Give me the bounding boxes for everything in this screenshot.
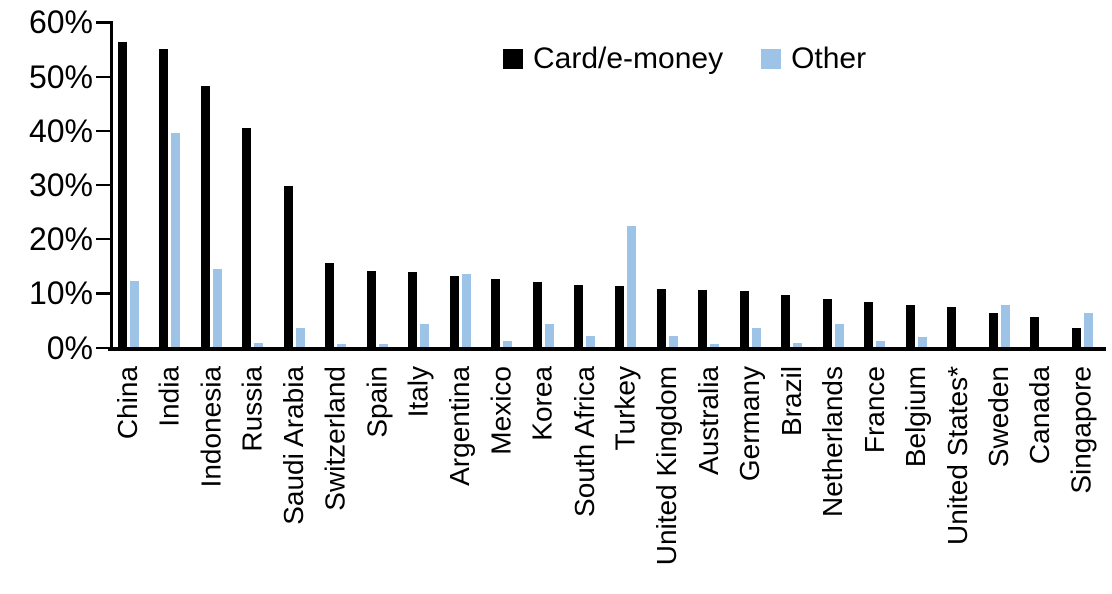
x-axis-label: Belgium xyxy=(900,366,932,468)
x-axis-label: Indonesia xyxy=(195,366,227,488)
legend-label-other: Other xyxy=(791,42,867,75)
x-axis-label: Australia xyxy=(692,366,724,475)
legend: Card/e-money Other xyxy=(503,42,866,76)
x-axis-label: United States* xyxy=(941,366,973,545)
bar-other-19 xyxy=(917,336,927,348)
bar-other-0 xyxy=(129,280,139,348)
x-axis-label: Brazil xyxy=(775,366,807,437)
legend-item-other: Other xyxy=(761,42,866,76)
bar-other-23 xyxy=(1083,312,1093,348)
bar-other-1 xyxy=(171,132,181,348)
y-axis-tick xyxy=(96,292,112,295)
bar-other-4 xyxy=(295,327,305,348)
x-axis-label: Argentina xyxy=(444,366,476,486)
bar-card-e-money-20 xyxy=(947,306,957,348)
bar-card-e-money-5 xyxy=(325,262,335,348)
y-axis-tick xyxy=(96,346,112,349)
y-axis-tick-label: 20% xyxy=(28,221,93,258)
y-axis-tick-label: 10% xyxy=(28,275,93,312)
y-axis-tick xyxy=(96,75,112,78)
bar-card-e-money-19 xyxy=(905,304,915,348)
bar-other-5 xyxy=(337,343,347,348)
bar-card-e-money-10 xyxy=(532,281,542,348)
x-axis-label: Sweden xyxy=(983,366,1015,468)
bar-card-e-money-7 xyxy=(408,271,418,348)
bar-card-e-money-1 xyxy=(159,48,169,348)
bar-other-11 xyxy=(585,335,595,348)
y-axis-tick xyxy=(96,129,112,133)
x-axis-label: Spain xyxy=(361,366,393,438)
x-axis-label: India xyxy=(153,366,185,427)
bar-card-e-money-18 xyxy=(864,301,874,348)
legend-swatch-other xyxy=(761,49,782,69)
legend-item-card-e-money: Card/e-money xyxy=(503,42,723,76)
bar-card-e-money-11 xyxy=(573,284,583,348)
bar-card-e-money-13 xyxy=(656,288,666,348)
bar-other-15 xyxy=(751,327,761,348)
bar-card-e-money-3 xyxy=(242,127,252,348)
x-axis-label: Mexico xyxy=(485,366,517,455)
bar-other-3 xyxy=(254,342,264,348)
bar-other-18 xyxy=(876,340,886,348)
bar-other-6 xyxy=(378,343,388,348)
x-axis-label: United Kingdom xyxy=(651,366,683,566)
bar-other-7 xyxy=(420,323,430,348)
y-axis-tick xyxy=(96,238,112,241)
x-axis-label: Saudi Arabia xyxy=(278,366,310,525)
y-axis-tick-label: 60% xyxy=(28,4,93,41)
y-axis-tick xyxy=(96,21,112,24)
bar-other-8 xyxy=(461,273,471,348)
y-axis-tick-label: 40% xyxy=(28,112,93,149)
legend-swatch-card-e-money xyxy=(503,49,523,69)
bar-card-e-money-9 xyxy=(491,278,501,348)
bar-other-13 xyxy=(668,335,678,348)
bar-card-e-money-2 xyxy=(200,85,210,348)
bar-card-e-money-0 xyxy=(117,41,127,348)
x-axis-label: Italy xyxy=(402,366,434,418)
x-axis-label: China xyxy=(112,366,144,440)
x-axis-label: Korea xyxy=(527,366,559,441)
x-axis-line xyxy=(108,347,1106,351)
bar-other-9 xyxy=(503,340,513,348)
x-axis-label: South Africa xyxy=(568,366,600,517)
x-axis-label: Switzerland xyxy=(319,366,351,511)
bar-card-e-money-21 xyxy=(988,312,998,348)
bar-other-10 xyxy=(544,323,554,348)
bar-other-16 xyxy=(793,342,803,348)
x-axis-label: Turkey xyxy=(609,366,641,451)
y-axis-tick-label: 50% xyxy=(28,58,93,95)
bar-card-e-money-15 xyxy=(739,290,749,348)
x-axis-label: Netherlands xyxy=(817,366,849,517)
y-axis-tick xyxy=(96,183,112,187)
bar-card-e-money-6 xyxy=(366,270,376,348)
bar-card-e-money-22 xyxy=(1030,316,1040,348)
bar-other-14 xyxy=(710,343,720,348)
bar-other-12 xyxy=(627,225,637,348)
bar-card-e-money-16 xyxy=(781,294,791,348)
y-axis-tick-label: 0% xyxy=(46,329,93,366)
bar-card-e-money-14 xyxy=(698,289,708,348)
x-axis-label: Singapore xyxy=(1066,366,1098,494)
y-axis-tick-label: 30% xyxy=(28,166,93,203)
bar-card-e-money-4 xyxy=(283,185,293,348)
legend-label-card-e-money: Card/e-money xyxy=(533,42,724,75)
bar-other-21 xyxy=(1000,304,1010,348)
bar-card-e-money-8 xyxy=(449,275,459,348)
bar-card-e-money-17 xyxy=(822,298,832,348)
bar-card-e-money-23 xyxy=(1071,327,1081,348)
bar-other-2 xyxy=(212,268,222,348)
x-axis-label: Germany xyxy=(734,366,766,482)
x-axis-label: Canada xyxy=(1024,366,1056,465)
x-axis-label: France xyxy=(858,366,890,454)
x-axis-label: Russia xyxy=(236,366,268,452)
bar-card-e-money-12 xyxy=(615,285,625,348)
bar-other-17 xyxy=(834,323,844,348)
